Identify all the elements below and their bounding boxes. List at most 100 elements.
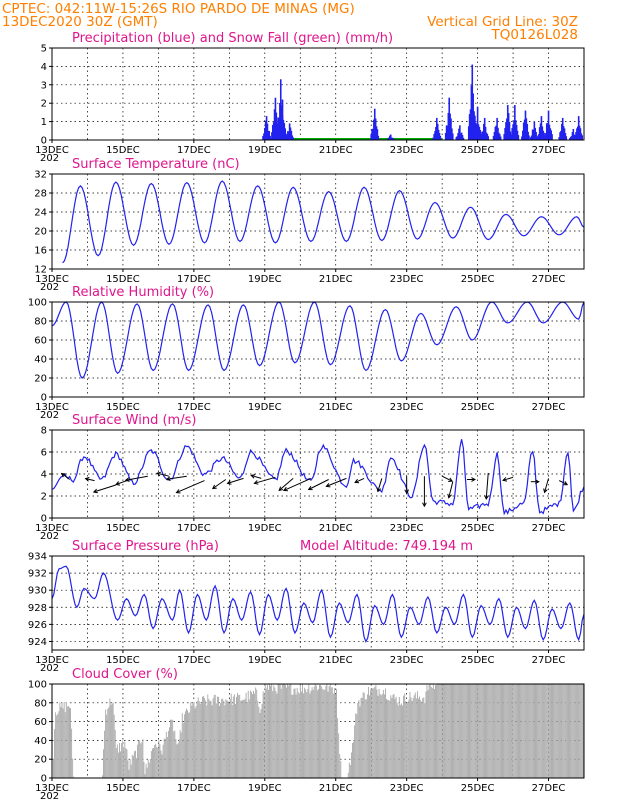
cloud-bar	[247, 690, 249, 778]
precip-bar	[579, 128, 582, 140]
press-ytick-label: 934	[28, 552, 47, 563]
cloud-ytick-label: 0	[41, 774, 47, 785]
precip-bar	[492, 135, 495, 140]
cloud-bar	[462, 684, 464, 778]
cloud-bar	[177, 743, 179, 778]
cloud-bar	[53, 758, 54, 778]
cloud-bar	[192, 703, 194, 778]
cloud-bar	[449, 684, 451, 778]
cloud-bar	[266, 684, 268, 778]
temp-ytick-label: 16	[34, 246, 47, 257]
cloud-bar	[189, 712, 191, 778]
cloud-bar	[431, 688, 433, 778]
wind-arrow	[212, 479, 227, 489]
cloud-bar	[374, 686, 376, 778]
cloud-bar	[371, 687, 373, 778]
cloud-bar	[347, 772, 349, 778]
cloud-bar	[358, 700, 360, 778]
cloud-bar	[385, 688, 386, 778]
precip-bar	[285, 136, 287, 140]
cloud-bar	[204, 697, 206, 778]
precip-bar	[478, 126, 481, 140]
cloud-bar	[526, 684, 528, 778]
wind-plot: 0 2 4 6 8 13DEC 15DEC 17DEC 19DEC 21DEC 23DEC 25DEC…	[35, 426, 585, 542]
precip-bar	[436, 123, 439, 140]
cloud-bar	[272, 690, 274, 778]
cloud-bar	[440, 684, 442, 778]
cloud-bar	[512, 684, 514, 778]
precip-bar	[286, 134, 288, 140]
cloud-bar	[294, 688, 296, 778]
wind-arrow	[377, 478, 383, 492]
cloud-bar	[306, 692, 308, 778]
precip-bar	[473, 133, 475, 140]
precip-bar	[574, 135, 576, 140]
rh-ytick-label: 80	[34, 317, 47, 328]
cloud-bar	[505, 684, 507, 778]
rh-xtick-label: 19DEC	[248, 402, 282, 413]
cloud-title: Cloud Cover (%)	[72, 667, 178, 682]
precip-bar	[562, 126, 565, 140]
precip-bar	[578, 125, 581, 140]
wind-arrowhead	[471, 477, 477, 482]
cloud-bar	[152, 748, 153, 778]
cloud-bar	[549, 684, 551, 778]
precip-bar	[512, 124, 514, 140]
cloud-bar	[110, 704, 112, 778]
cloud-bar	[211, 705, 213, 778]
cloud-bar	[254, 693, 256, 778]
cloud-bar	[163, 738, 165, 778]
cloud-bar	[566, 684, 568, 778]
cloud-bar	[457, 684, 459, 778]
precip-bar	[434, 131, 436, 140]
temp-ytick-label: 20	[34, 227, 47, 238]
precip-bar	[496, 117, 498, 140]
cloud-bar	[112, 702, 114, 778]
cloud-bar	[155, 743, 157, 778]
wind-arrow	[354, 477, 365, 483]
precip-bar	[439, 135, 442, 140]
wind-xtick-label: 15DEC	[106, 523, 140, 534]
cloud-bar	[430, 686, 432, 778]
wind-arrow	[544, 478, 550, 493]
cloud-bar	[519, 684, 520, 778]
cloud-bar	[354, 725, 356, 778]
cloud-bar	[454, 684, 456, 778]
cloud-bar	[282, 684, 284, 778]
cloud-bar	[295, 694, 297, 778]
cloud-bar	[473, 684, 475, 778]
cloud-ytick-label: 40	[34, 736, 47, 747]
wind-arrow	[251, 474, 262, 479]
cloud-bar	[460, 684, 462, 778]
precip-bar	[521, 136, 523, 140]
wind-arrow	[485, 472, 489, 499]
press-xtick-label: 21DEC	[319, 655, 353, 666]
press-ytick-label: 924	[28, 637, 47, 648]
precip-bar	[457, 133, 459, 140]
temp-ytick-label: 28	[34, 189, 47, 200]
cloud-bar	[325, 685, 327, 778]
precip-ytick-label: 3	[41, 80, 47, 91]
cloud-bar	[256, 689, 258, 778]
precip-bar	[577, 116, 580, 140]
cloud-bar	[198, 701, 200, 778]
precip-xtick-label: 19DEC	[248, 145, 282, 156]
wind-xtick-label: 17DEC	[177, 523, 211, 534]
cloud-bar	[289, 684, 291, 778]
precip-bar	[545, 133, 547, 140]
precip-bar	[263, 133, 265, 140]
precip-bar	[576, 126, 579, 140]
cloud-bar	[56, 715, 58, 778]
precip-bar	[558, 137, 560, 140]
cloud-bar	[191, 705, 193, 778]
precip-bar	[559, 132, 561, 140]
cloud-bar	[311, 687, 313, 778]
cloud-bar	[424, 703, 426, 778]
cloud-ytick-label: 20	[34, 755, 47, 766]
precip-bar	[458, 128, 460, 140]
precip-bar	[497, 127, 499, 140]
temp-xtick-label: 21DEC	[319, 274, 353, 285]
cloud-bar	[446, 684, 448, 778]
cloud-bar	[238, 695, 240, 778]
wind-arrowhead	[354, 478, 360, 484]
